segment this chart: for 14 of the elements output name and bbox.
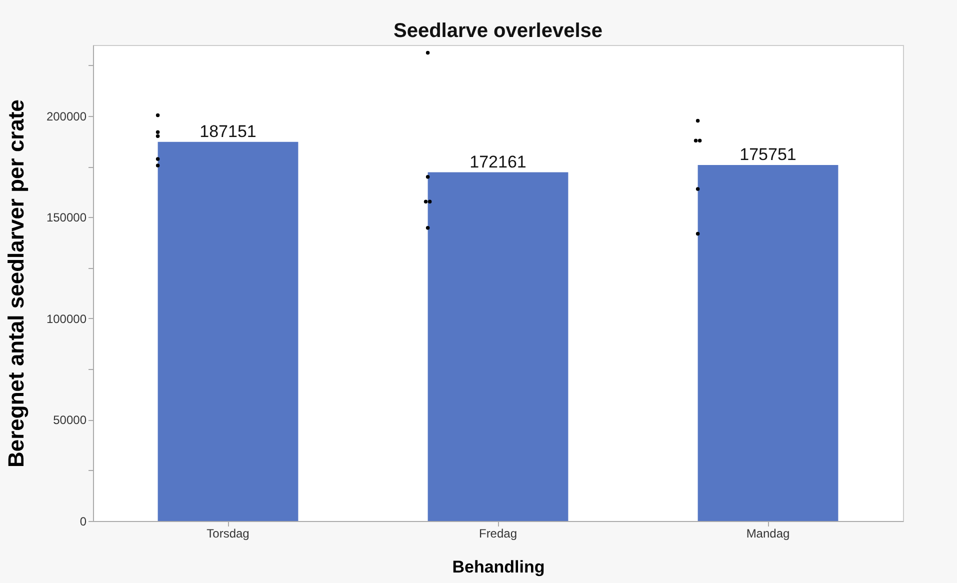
x-tick-label: Mandag — [746, 526, 790, 540]
y-tick-label: 150000 — [46, 210, 87, 225]
y-axis-title: Beregnet antal seedlarver per crate — [3, 99, 28, 468]
y-tick-label: 200000 — [46, 109, 87, 124]
y-tick-label: 100000 — [46, 312, 87, 326]
data-label: 172161 — [470, 152, 526, 172]
y-tick-label: 0 — [80, 514, 87, 528]
x-tick-label: Torsdag — [206, 526, 250, 540]
data-label: 175751 — [740, 145, 796, 164]
data-label: 187151 — [200, 122, 256, 141]
y-tick-label: 50000 — [53, 413, 87, 428]
chart-title: Seedlarve overlevelse — [393, 20, 603, 42]
x-tick-label: Fredag — [478, 526, 518, 540]
x-axis-title: Behandling — [452, 558, 545, 576]
